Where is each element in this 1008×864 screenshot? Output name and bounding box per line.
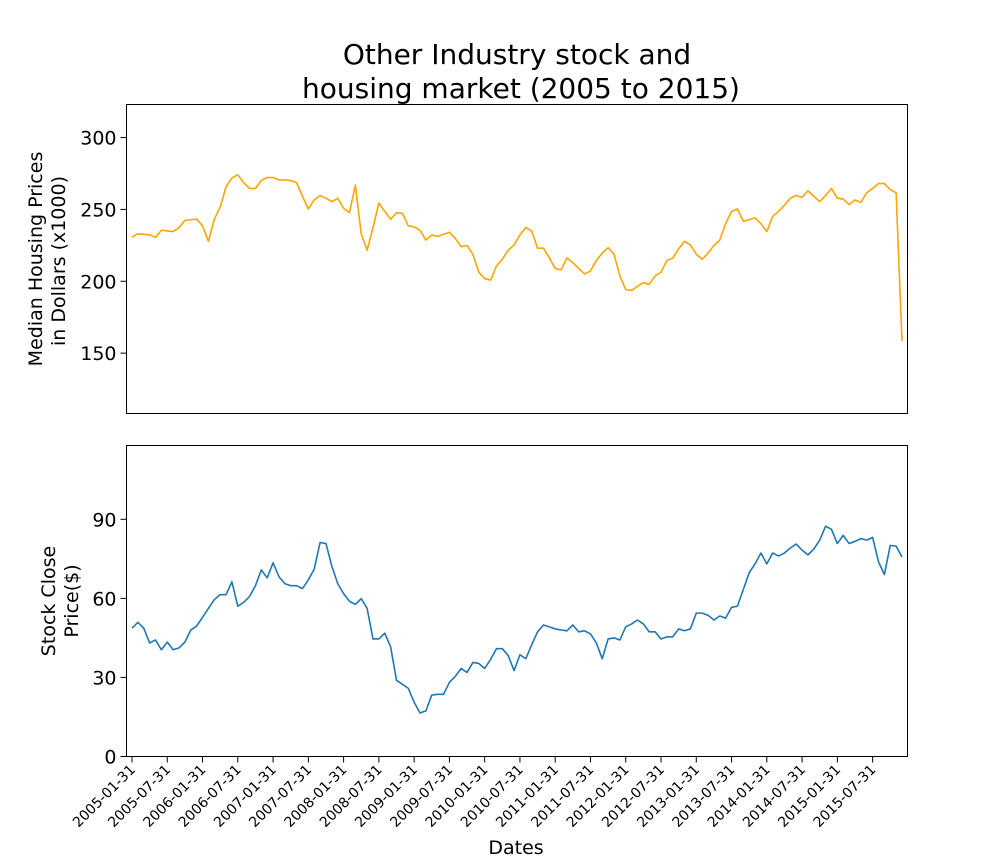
chart-title-line-1: Other Industry stock and <box>343 38 691 71</box>
stock-price-ytick-label: 30 <box>92 667 116 689</box>
housing-price-series-line <box>131 173 903 342</box>
stock-price-ytick-label: 60 <box>92 588 116 610</box>
housing-price-ytick-label: 200 <box>80 271 116 293</box>
stock-price-ytick-label: 0 <box>104 747 116 769</box>
stock-price-ytick-label: 90 <box>92 509 116 531</box>
housing-price-ytick-label: 150 <box>80 343 116 365</box>
housing-price-ytick-label: 250 <box>80 199 116 221</box>
x-axis-label: Dates <box>488 837 543 859</box>
stock-price-series-line <box>131 525 903 714</box>
stock-price-plot-frame <box>126 445 908 757</box>
stock-price-ylabel-line-2: Price($) <box>61 564 83 637</box>
housing-price-ylabel-line-1: Median Housing Prices <box>25 152 47 367</box>
chart-title-line-2: housing market (2005 to 2015) <box>302 72 740 105</box>
housing-price-plot-frame <box>126 104 908 414</box>
housing-price-ylabel-line-2: in Dollars (x1000) <box>48 176 70 346</box>
stock-price-ylabel-line-1: Stock Close <box>38 546 60 656</box>
housing-price-panel: 150 200 250 300 Median Housing Prices in Do… <box>25 104 908 414</box>
housing-price-ytick-label: 300 <box>80 128 116 150</box>
